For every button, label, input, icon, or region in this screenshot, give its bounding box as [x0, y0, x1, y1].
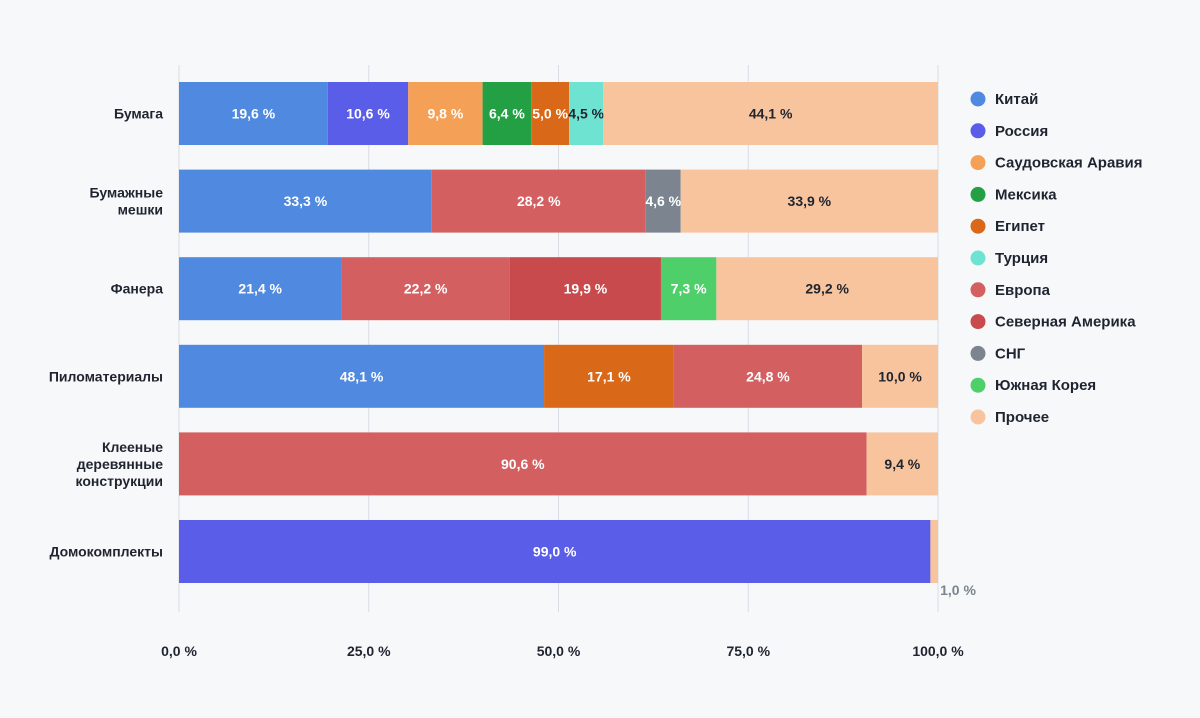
x-tick-label: 50,0 %: [537, 643, 581, 659]
legend-marker: [970, 282, 986, 298]
x-tick-label: 25,0 %: [347, 643, 391, 659]
data-label: 24,8 %: [746, 368, 790, 384]
legend-label: Турция: [995, 250, 1048, 267]
legend-label: Китай: [995, 91, 1038, 108]
data-label: 48,1 %: [340, 368, 384, 384]
data-label: 9,4 %: [884, 456, 920, 472]
category-label-line: Пиломатериалы: [49, 368, 163, 384]
legend-label: Египет: [995, 218, 1045, 235]
category-label: Домокомплекты: [49, 544, 163, 560]
category-label: Бумага: [114, 106, 163, 122]
bar-segment: [327, 82, 409, 145]
category-label: Клееные деревянные конструкции: [76, 439, 164, 489]
bar-segment: [544, 344, 674, 408]
data-label: 1,0 %: [940, 582, 976, 598]
bar-segment: [179, 344, 545, 408]
category-label-line: Фанера: [111, 281, 164, 297]
bar-segment: [531, 82, 570, 145]
legend-label: Южная Корея: [995, 377, 1096, 394]
legend-label: СНГ: [995, 345, 1026, 362]
bar-segment: [179, 520, 931, 583]
data-label: 17,1 %: [587, 368, 631, 384]
category-label: Бумажные мешки: [89, 185, 163, 218]
data-label: 90,6 %: [501, 456, 545, 472]
data-label: 19,9 %: [564, 281, 608, 297]
bar-segment: [482, 82, 532, 145]
bar-segment: [603, 82, 938, 145]
legend-label: Россия: [995, 123, 1048, 140]
category-label-line: деревянные: [77, 456, 163, 472]
bar-segment: [673, 344, 863, 408]
bar-segment: [431, 169, 646, 233]
legend-marker: [970, 123, 986, 139]
bar-segment: [179, 432, 867, 496]
data-label: 28,2 %: [517, 193, 561, 209]
data-label: 44,1 %: [749, 106, 793, 122]
data-label: 29,2 %: [805, 281, 849, 297]
bar-segment: [866, 432, 938, 496]
x-tick-label: 100,0 %: [912, 643, 964, 659]
legend-marker: [970, 314, 986, 330]
x-tick-label: 0,0 %: [161, 643, 197, 659]
bar-segment: [862, 344, 938, 408]
data-label: 9,8 %: [428, 106, 464, 122]
data-label: 5,0 %: [532, 106, 568, 122]
legend-marker: [970, 345, 986, 361]
bar-segment: [569, 82, 604, 145]
category-label-line: Бумага: [114, 106, 163, 122]
legend-marker: [970, 91, 986, 107]
bar-segment: [680, 169, 938, 233]
category-label-line: Домокомплекты: [49, 544, 163, 560]
legend-marker: [970, 409, 986, 425]
data-label: 4,6 %: [645, 193, 681, 209]
data-label: 99,0 %: [533, 544, 577, 560]
legend-marker: [970, 218, 986, 234]
data-label: 4,5 %: [568, 106, 604, 122]
legend-label: Северная Америка: [995, 314, 1136, 331]
data-label: 19,6 %: [232, 106, 276, 122]
x-tick-label: 75,0 %: [726, 643, 770, 659]
data-label: 10,0 %: [878, 368, 922, 384]
bar-segment: [716, 257, 938, 321]
category-label-line: Бумажные: [89, 185, 163, 201]
bar-segment: [179, 169, 432, 233]
legend-label: Саудовская Аравия: [995, 155, 1143, 172]
bar-segment: [509, 257, 661, 321]
bar-segment: [179, 82, 328, 145]
bar-segment: [660, 257, 717, 321]
category-label-line: мешки: [118, 202, 163, 218]
data-label: 6,4 %: [489, 106, 525, 122]
legend-label: Мексика: [995, 186, 1057, 203]
category-label: Фанера: [111, 281, 164, 297]
bar-segment: [930, 520, 938, 583]
data-label: 10,6 %: [346, 106, 390, 122]
bar-segment: [645, 169, 681, 233]
legend-marker: [970, 186, 986, 202]
legend-marker: [970, 250, 986, 266]
data-label: 22,2 %: [404, 281, 448, 297]
data-label: 33,9 %: [788, 193, 832, 209]
bar-segment: [408, 82, 483, 145]
legend-marker: [970, 377, 986, 393]
legend-marker: [970, 155, 986, 171]
data-label: 7,3 %: [671, 281, 707, 297]
category-label: Пиломатериалы: [49, 368, 163, 384]
category-label-line: Клееные: [102, 439, 163, 455]
category-label-line: конструкции: [76, 473, 163, 489]
data-label: 21,4 %: [238, 281, 282, 297]
legend-label: Прочее: [995, 409, 1049, 426]
legend-label: Европа: [995, 282, 1051, 299]
bar-segment: [341, 257, 510, 321]
bar-segment: [179, 257, 342, 321]
data-label: 33,3 %: [284, 193, 328, 209]
